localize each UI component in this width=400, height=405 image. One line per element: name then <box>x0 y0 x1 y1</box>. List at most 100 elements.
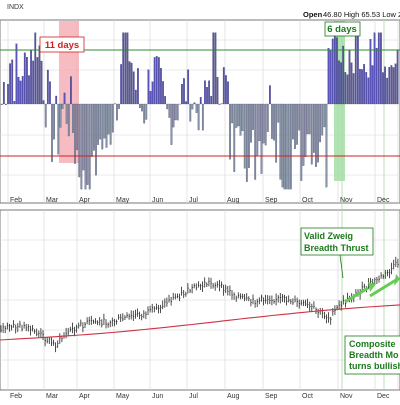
breadth-bar-up <box>152 82 153 104</box>
breadth-bar-up <box>393 67 394 104</box>
breadth-bar-up <box>361 69 362 104</box>
breadth-bar-down <box>271 104 272 139</box>
breadth-bar-down <box>275 104 276 162</box>
breadth-bar-up <box>35 33 36 104</box>
breadth-bar-down <box>108 104 109 134</box>
breadth-bar-down <box>278 104 279 122</box>
breadth-bar-down <box>146 104 147 120</box>
breadth-bar-down <box>79 104 80 177</box>
x-tick-label-bottom: Dec <box>377 393 390 400</box>
breadth-bar-down <box>118 104 119 109</box>
breadth-bar-down <box>273 104 274 140</box>
breadth-bar-down <box>242 104 243 131</box>
breadth-bar-up <box>37 57 38 104</box>
breadth-bar-down <box>290 104 291 189</box>
composite-text-line3: turns bullish <box>349 361 400 371</box>
breadth-bar-down <box>282 104 283 187</box>
breadth-bar-down <box>53 104 54 139</box>
breadth-bar-down <box>252 104 253 130</box>
breadth-bar-up <box>7 84 8 104</box>
breadth-bar-down <box>309 104 310 134</box>
breadth-bar-down <box>83 104 84 170</box>
breadth-bar-down <box>296 104 297 145</box>
breadth-bar-down <box>202 104 203 130</box>
breadth-bar-down <box>257 104 258 155</box>
breadth-bar-up <box>24 53 25 104</box>
breadth-bar-down <box>110 104 111 145</box>
breadth-bar-down <box>116 104 117 120</box>
breadth-bar-down <box>244 104 245 168</box>
breadth-bar-down <box>141 104 142 111</box>
breadth-bar-up <box>154 57 155 104</box>
breadth-bar-down <box>139 104 140 108</box>
x-tick-label-top: May <box>116 197 130 204</box>
breadth-bar-up <box>368 78 369 104</box>
breadth-bar-down <box>175 104 176 120</box>
breadth-bar-down <box>219 104 220 105</box>
breadth-bar-up <box>334 33 335 104</box>
breadth-bar-up <box>20 81 21 104</box>
breadth-bar-down <box>106 104 107 148</box>
breadth-bar-down <box>326 104 327 187</box>
breadth-bar-down <box>234 104 235 172</box>
breadth-bar-up <box>340 63 341 105</box>
breadth-bar-up <box>269 86 270 105</box>
breadth-bar-up <box>353 73 354 104</box>
breadth-bar-up <box>382 73 383 105</box>
breadth-bar-down <box>313 104 314 153</box>
breadth-bar-down <box>93 104 94 150</box>
breadth-bar-down <box>5 104 6 105</box>
breadth-bar-down <box>72 104 73 133</box>
breadth-bar-down <box>192 104 193 109</box>
breadth-bar-down <box>91 104 92 157</box>
header-ohlc-values: 46.80 High 65.53 Low 2 <box>323 10 400 19</box>
x-tick-label-bottom: May <box>116 393 130 400</box>
breadth-bar-up <box>391 65 392 104</box>
breadth-bar-down <box>68 104 69 136</box>
breadth-bar-up <box>206 87 207 104</box>
breadth-bar-down <box>169 104 170 118</box>
breadth-bar-up <box>194 103 195 104</box>
breadth-bar-up <box>378 33 379 104</box>
breadth-bar-up <box>162 81 163 104</box>
x-tick-label-top: Mar <box>46 197 59 204</box>
breadth-bar-up <box>185 102 186 105</box>
breadth-bar-down <box>231 104 232 123</box>
breadth-bar-up <box>120 64 121 104</box>
breadth-bar-up <box>22 76 23 104</box>
breadth-bar-up <box>225 75 226 104</box>
breadth-bar-down <box>177 104 178 120</box>
breadth-bar-down <box>236 104 237 128</box>
breadth-bar-up <box>357 33 358 104</box>
breadth-bar-up <box>3 82 4 104</box>
breadth-bar-down <box>263 104 264 143</box>
breadth-bar-down <box>112 104 113 132</box>
zweig-text-line1: Valid Zweig <box>304 231 353 241</box>
x-tick-label-top: Oct <box>302 197 313 204</box>
breadth-bar-up <box>64 93 65 104</box>
breadth-bar-down <box>254 104 255 180</box>
header-ticker: INDX <box>7 4 24 11</box>
breadth-bar-up <box>200 97 201 104</box>
breadth-bar-up <box>351 63 352 104</box>
breadth-bar-down <box>60 104 61 127</box>
x-tick-label-bottom: Apr <box>79 393 91 400</box>
breadth-bar-up <box>355 33 356 104</box>
breadth-bar-up <box>164 96 165 104</box>
breadth-bar-down <box>238 104 239 126</box>
breadth-bar-up <box>395 64 396 104</box>
breadth-bar-down <box>321 104 322 135</box>
breadth-bar-up <box>208 81 209 104</box>
breadth-bar-down <box>305 104 306 157</box>
breadth-bar-up <box>129 62 130 105</box>
x-tick-label-top: Apr <box>79 197 91 204</box>
breadth-bar-up <box>148 70 149 104</box>
breadth-bar-down <box>229 104 230 159</box>
breadth-bar-down <box>196 104 197 113</box>
x-tick-label-top: Dec <box>377 197 390 204</box>
breadth-bar-down <box>102 104 103 149</box>
breadth-bar-down <box>143 104 144 123</box>
breadth-bar-up <box>70 77 71 105</box>
breadth-bar-up <box>127 33 128 104</box>
